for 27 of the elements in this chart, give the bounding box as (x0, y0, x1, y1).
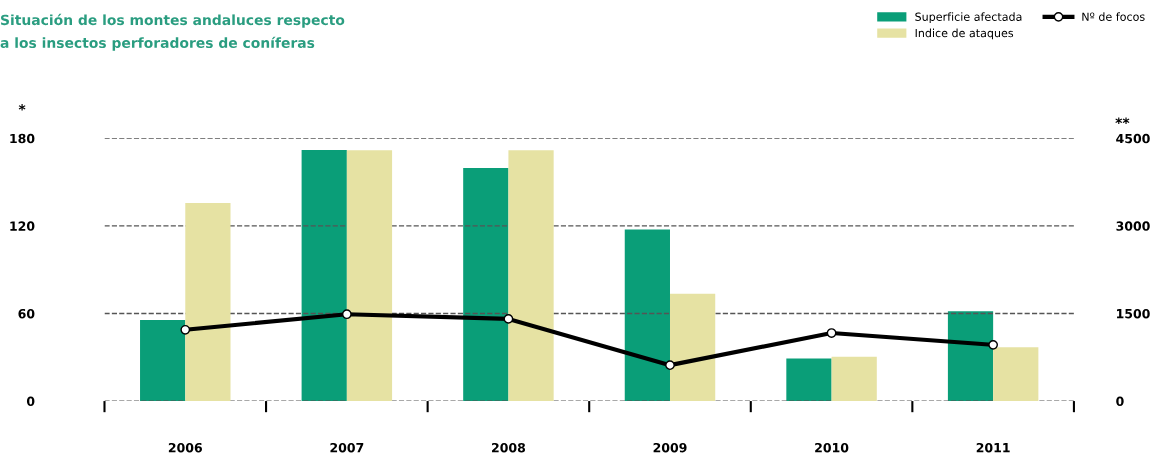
bar (185, 203, 231, 402)
point (665, 360, 675, 371)
y2-tick-label: 4500 (1116, 133, 1150, 144)
x-tick-label: 2010 (815, 442, 849, 453)
x-tick-label: 2006 (168, 442, 202, 453)
x-tick-label: 2009 (653, 442, 687, 453)
x-tick-label: 2008 (492, 442, 526, 453)
y-tick-label: 120 (10, 221, 35, 231)
point (180, 324, 191, 335)
y2-tick-label: 1500 (1117, 308, 1150, 319)
y2-axis-title: ** (1115, 117, 1130, 124)
y-tick-label: 0 (26, 396, 35, 406)
point (988, 340, 999, 350)
chart-title: Situación de los montes andaluces respecto a los insectos perforadores de coníferas (0, 13, 345, 51)
x-tick-label: 2011 (976, 442, 1010, 453)
x-tick-label: 2007 (330, 442, 364, 453)
legend-label: Nº de focos (1082, 12, 1145, 21)
point (826, 328, 837, 338)
y-tick-label: 60 (18, 308, 35, 319)
legend-label: Indice de ataques (915, 28, 1014, 40)
y-axis-title: * (18, 104, 26, 111)
y-tick-label: 180 (10, 133, 35, 144)
y2-tick-label: 3000 (1116, 221, 1150, 231)
legend-label: Superficie afectada (915, 12, 1022, 24)
point (341, 309, 352, 320)
y2-tick-label: 0 (1116, 396, 1124, 406)
point (503, 314, 514, 324)
